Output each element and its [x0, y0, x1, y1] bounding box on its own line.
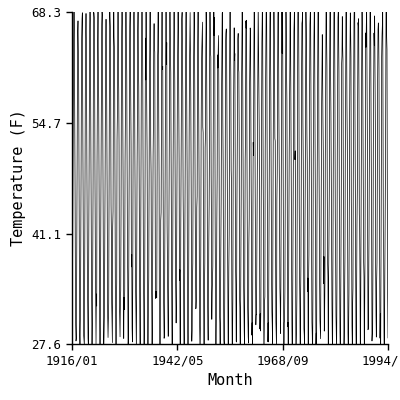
Y-axis label: Temperature (F): Temperature (F) — [11, 110, 26, 246]
X-axis label: Month: Month — [207, 373, 253, 388]
